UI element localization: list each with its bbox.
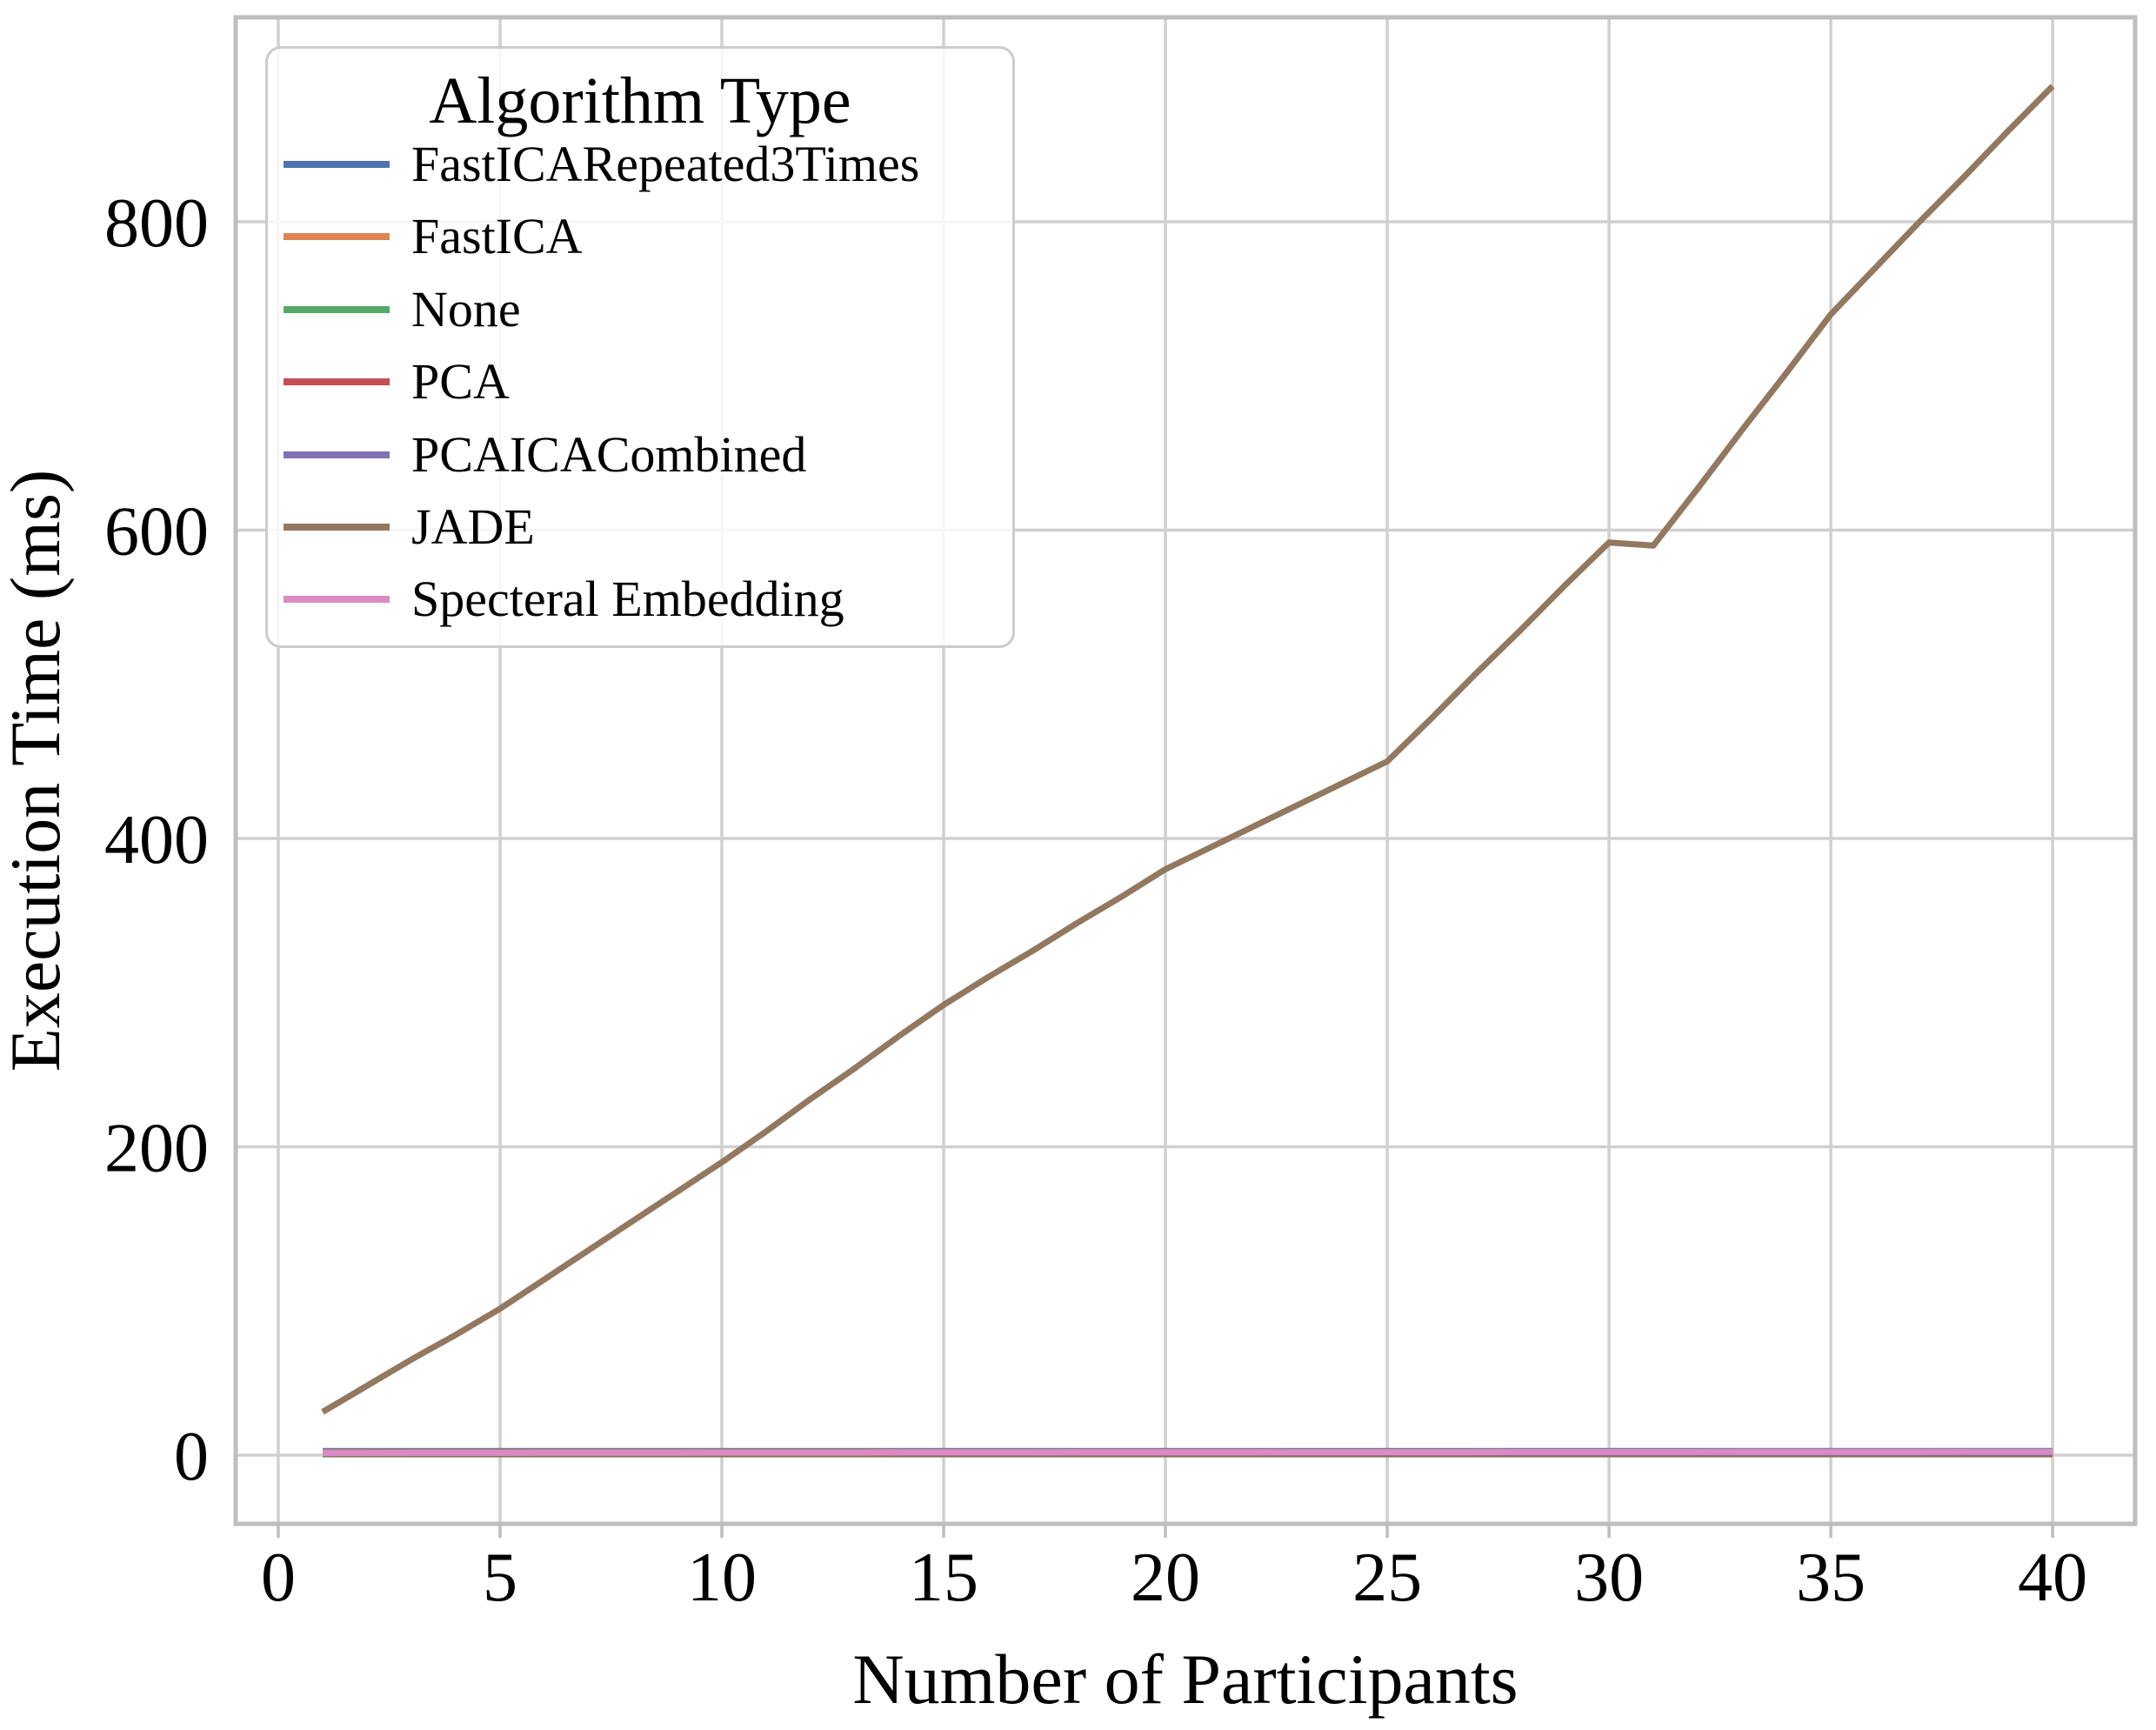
- legend-item-label: FastICARepeated3Times: [411, 136, 920, 192]
- x-tick-label-25: 25: [1352, 1540, 1422, 1616]
- legend-title: Algorithm Type: [429, 64, 851, 137]
- legend-item-fastica: FastICA: [284, 210, 583, 263]
- legend-item-label: JADE: [411, 498, 535, 555]
- x-tick-label-40: 40: [2018, 1540, 2087, 1616]
- x-tick-label-35: 35: [1796, 1540, 1866, 1616]
- legend-swatch-icon: [284, 378, 390, 386]
- x-tick-label-30: 30: [1574, 1540, 1644, 1616]
- tick-marks: [277, 1524, 2054, 1538]
- legend: Algorithm Type FastICARepeated3Times Fast…: [265, 46, 1015, 648]
- legend-item-label: None: [411, 280, 521, 337]
- x-tick-label-15: 15: [909, 1540, 978, 1616]
- y-tick-label-200: 200: [104, 1110, 209, 1186]
- x-tick-label-0: 0: [261, 1540, 296, 1616]
- legend-item-jade: JADE: [284, 501, 535, 553]
- series-lines: [321, 83, 2055, 1458]
- legend-item-none: None: [284, 284, 521, 336]
- plot-border: [233, 15, 2138, 1526]
- legend-item-label: FastICA: [411, 208, 583, 265]
- gridlines: [236, 17, 2135, 1524]
- x-tick-label-10: 10: [687, 1540, 757, 1616]
- legend-item-label: Specteral Embedding: [411, 571, 844, 628]
- legend-item-label: PCA: [411, 353, 510, 411]
- x-tick-label-5: 5: [483, 1540, 517, 1616]
- legend-item-pcaicacombined: PCAICACombined: [284, 429, 806, 481]
- legend-swatch-icon: [284, 161, 390, 168]
- y-tick-label-600: 600: [104, 494, 209, 571]
- legend-item-pca: PCA: [284, 356, 510, 408]
- axes-spines: [233, 15, 2138, 1526]
- legend-swatch-icon: [284, 305, 390, 313]
- y-axis-label: Execution Time (ms): [0, 470, 75, 1072]
- legend-swatch-icon: [284, 524, 390, 531]
- y-tick-label-0: 0: [174, 1419, 209, 1495]
- y-tick-label-800: 800: [104, 185, 209, 262]
- y-tick-label-400: 400: [104, 802, 209, 878]
- legend-item-fasticarepeated3times: FastICARepeated3Times: [284, 138, 919, 190]
- legend-swatch-icon: [284, 451, 390, 458]
- legend-item-label: PCAICACombined: [411, 425, 807, 483]
- legend-swatch-icon: [284, 596, 390, 604]
- series-line-jade: [321, 83, 2055, 1415]
- series-line-specteral-embedding: [323, 1448, 2053, 1457]
- x-axis-label: Number of Participants: [852, 1640, 1518, 1719]
- legend-item-specteral-embedding: Specteral Embedding: [284, 573, 844, 625]
- x-tick-label-20: 20: [1131, 1540, 1200, 1616]
- legend-swatch-icon: [284, 233, 390, 241]
